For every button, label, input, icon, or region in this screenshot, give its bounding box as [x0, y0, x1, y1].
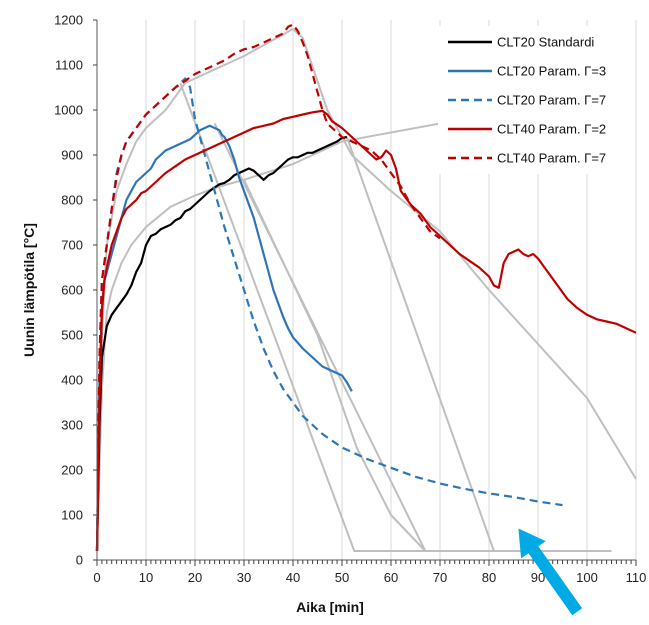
x-tick-label: 50 — [335, 570, 349, 585]
legend: CLT20 Standardi CLT20 Param. Γ=3 CLT20 Par… — [438, 26, 628, 174]
x-tick-label: 80 — [482, 570, 496, 585]
x-tick-label: 20 — [188, 570, 202, 585]
x-axis-title: Aika [min] — [296, 599, 364, 615]
y-tick-label: 100 — [61, 508, 83, 523]
y-tick-label: 200 — [61, 463, 83, 478]
x-tick-label: 110 — [626, 570, 647, 585]
series-line-2 — [95, 124, 353, 552]
series-lines — [95, 23, 637, 552]
series-line-4 — [95, 109, 637, 552]
legend-background — [438, 26, 628, 174]
x-tick-label: 100 — [576, 570, 598, 585]
y-tick-label: 1000 — [54, 103, 83, 118]
series-line-5 — [95, 23, 441, 552]
reference-curve-4 — [213, 123, 427, 552]
y-tick-label: 500 — [61, 328, 83, 343]
legend-label-5: CLT40 Param. Γ=7 — [497, 151, 606, 166]
y-tick-label: 1100 — [55, 58, 83, 73]
y-tick-label: 1200 — [54, 13, 83, 28]
y-axis-title: Uunin lämpötila [°C] — [21, 223, 37, 357]
y-tick-label: 400 — [61, 373, 83, 388]
y-tick-label: 300 — [61, 418, 83, 433]
series-line-1 — [95, 135, 348, 552]
tick-labels: 0 10 20 30 40 50 60 70 80 90 100 110010020030040050… — [54, 13, 646, 586]
callout-arrow — [518, 528, 583, 616]
arrow-icon — [518, 528, 583, 616]
reference-curve-1 — [96, 122, 441, 552]
x-tick-label: 60 — [384, 570, 398, 585]
y-tick-label: 0 — [76, 553, 83, 568]
y-tick-label: 600 — [61, 283, 83, 298]
legend-label-3: CLT20 Param. Γ=7 — [497, 93, 606, 108]
y-tick-label: 800 — [61, 193, 83, 208]
y-tick-label: 900 — [61, 148, 83, 163]
x-tick-label: 40 — [286, 570, 300, 585]
legend-label-1: CLT20 Standardi — [497, 35, 594, 50]
x-tick-label: 70 — [433, 570, 447, 585]
x-tick-label: 90 — [531, 570, 545, 585]
legend-label-2: CLT20 Param. Γ=3 — [497, 64, 606, 79]
x-tick-label: 0 — [93, 570, 100, 585]
reference-curve-6 — [345, 136, 587, 552]
x-tick-label: 30 — [237, 570, 251, 585]
reference-curve-5 — [243, 179, 427, 552]
y-tick-label: 700 — [61, 238, 83, 253]
x-tick-label: 10 — [139, 570, 153, 585]
legend-label-4: CLT40 Param. Γ=2 — [497, 122, 606, 137]
